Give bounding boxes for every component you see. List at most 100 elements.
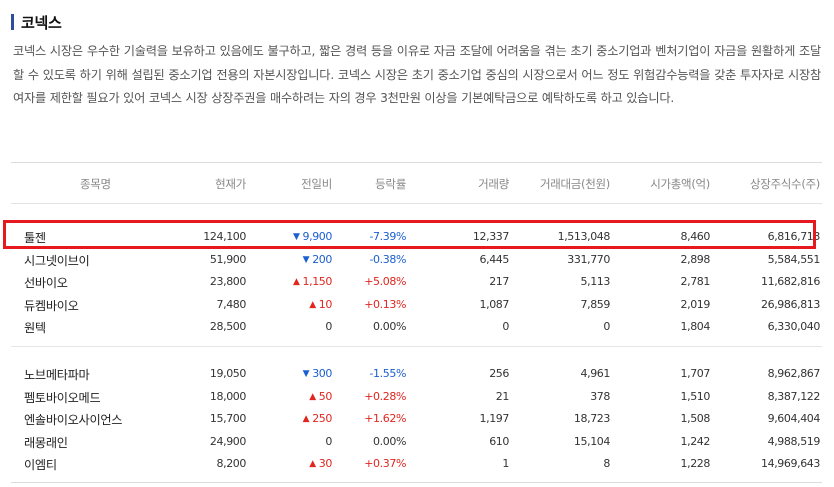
price-change: 0 — [325, 320, 332, 333]
price-change-value: 300 — [312, 367, 332, 380]
current-price: 23,800 — [209, 275, 246, 289]
listed-shares: 26,986,813 — [761, 297, 820, 311]
market-cap: 2,898 — [680, 252, 711, 266]
current-price: 24,900 — [209, 434, 246, 448]
trading-amount: 4,961 — [580, 367, 611, 380]
current-price: 28,500 — [209, 320, 246, 334]
current-price: 8,200 — [216, 457, 247, 471]
column-header-amount[interactable]: 거래대금(천원) — [539, 177, 610, 191]
trading-volume: 21 — [495, 389, 510, 403]
price-change-value: 0 — [325, 320, 332, 334]
table-header: 종목명 현재가 전일비 등락률 거래량 거래대금(천원) 시가총액(억) 상장주… — [11, 176, 822, 196]
table-header-divider — [11, 203, 822, 204]
trading-amount: 0 — [603, 320, 610, 334]
listed-shares: 9,604,404 — [767, 412, 821, 426]
trading-amount: 5,113 — [580, 275, 611, 289]
column-header-change[interactable]: 전일비 — [301, 177, 332, 191]
trading-volume: 6,445 — [479, 252, 510, 266]
table-row[interactable]: 시그넷이브이 51,900 ▼ 200 -0.38% 6,445 331,770 2,898 5… — [11, 249, 822, 271]
column-header-volume[interactable]: 거래량 — [478, 177, 509, 191]
stock-name-link[interactable]: 이엠티 — [24, 458, 57, 473]
price-change-value: 0 — [325, 434, 332, 448]
up-triangle-icon: ▲ — [302, 414, 310, 425]
change-rate: 0.00% — [373, 434, 406, 448]
listed-shares: 14,969,643 — [761, 457, 820, 471]
stock-name-link[interactable]: 시그넷이브이 — [24, 253, 90, 268]
change-rate: +0.28% — [364, 389, 406, 403]
price-change-value: 250 — [312, 412, 332, 426]
price-change-value: 10 — [318, 297, 333, 311]
listed-shares: 6,330,040 — [767, 320, 821, 334]
price-change: ▼ 9,900 — [293, 230, 332, 243]
price-change-value: 1,150 — [302, 275, 333, 289]
group-separator — [11, 346, 822, 347]
stock-name-link[interactable]: 툴젠 — [24, 231, 46, 245]
table-row[interactable]: 노브메타파마 19,050 ▼ 300 -1.55% 256 4,961 1,707 8,962… — [11, 363, 822, 385]
title-accent-bar — [11, 14, 14, 30]
trading-volume: 610 — [489, 434, 509, 448]
price-change-value: 30 — [318, 457, 333, 471]
table-row[interactable]: 툴젠 124,100 ▼ 9,900 -7.39% 12,337 1,513,048 8,46… — [11, 226, 822, 248]
column-header-rate[interactable]: 등락률 — [375, 177, 406, 191]
change-rate: +5.08% — [364, 275, 406, 289]
up-triangle-icon: ▲ — [309, 299, 316, 310]
down-triangle-icon: ▼ — [292, 232, 300, 242]
table-top-divider — [11, 162, 822, 163]
column-header-listed-shares[interactable]: 상장주식수(주) — [749, 177, 820, 191]
stock-name-link[interactable]: 원텍 — [24, 321, 46, 336]
current-price: 18,000 — [209, 389, 246, 403]
table-row[interactable]: 원텍 28,500 0 0.00% 0 0 1,804 6,330,040 — [11, 316, 822, 338]
trading-volume: 217 — [489, 275, 509, 289]
market-cap: 8,460 — [680, 230, 711, 243]
market-description: 코넥스 시장은 우수한 기술력을 보유하고 있음에도 불구하고, 짧은 경력 등… — [13, 44, 821, 105]
listed-shares: 4,988,519 — [767, 434, 821, 448]
trading-volume: 256 — [489, 367, 509, 380]
table-row[interactable]: 래몽래인 24,900 0 0.00% 610 15,104 1,242 4,988,519 — [11, 431, 822, 453]
price-change-value: 50 — [318, 389, 333, 403]
column-header-name[interactable]: 종목명 — [80, 177, 111, 191]
stock-name-link[interactable]: 엔솔바이오사이언스 — [24, 413, 123, 428]
market-cap: 1,707 — [680, 367, 711, 380]
listed-shares: 5,584,551 — [767, 252, 821, 266]
change-rate: -7.39% — [369, 230, 406, 243]
up-triangle-icon: ▲ — [309, 459, 316, 470]
trading-volume: 1,197 — [479, 412, 510, 426]
table-row[interactable]: 엔솔바이오사이언스 15,700 ▲ 250 +1.62% 1,197 18,723 1,50… — [11, 408, 822, 430]
price-change: ▲ 1,150 — [293, 275, 332, 288]
trading-volume: 12,337 — [472, 230, 509, 243]
trading-amount: 331,770 — [567, 252, 610, 266]
trading-volume: 1,087 — [479, 297, 510, 311]
column-header-market-cap[interactable]: 시가총액(억) — [650, 177, 710, 191]
section-header: 코넥스 — [11, 12, 62, 32]
price-change: ▼ 300 — [303, 367, 333, 380]
up-triangle-icon: ▲ — [309, 391, 316, 402]
column-header-price[interactable]: 현재가 — [215, 177, 246, 191]
trading-amount: 7,859 — [580, 297, 611, 311]
current-price: 19,050 — [209, 367, 246, 380]
price-change-value: 9,900 — [302, 230, 333, 243]
trading-amount: 378 — [590, 389, 610, 403]
up-triangle-icon: ▲ — [292, 277, 300, 288]
price-change: ▼ 200 — [303, 252, 333, 266]
change-rate: +0.13% — [364, 297, 406, 311]
stock-name-link[interactable]: 듀켐바이오 — [24, 298, 79, 313]
change-rate: +1.62% — [364, 412, 406, 426]
current-price: 124,100 — [203, 230, 246, 243]
table-row[interactable]: 펨토바이오메드 18,000 ▲ 50 +0.28% 21 378 1,510 8,387,12… — [11, 386, 822, 408]
current-price: 7,480 — [216, 297, 247, 311]
stock-name-link[interactable]: 래몽래인 — [24, 435, 68, 450]
change-rate: -1.55% — [369, 367, 406, 380]
table-row[interactable]: 듀켐바이오 7,480 ▲ 10 +0.13% 1,087 7,859 2,019 26,986… — [11, 294, 822, 316]
price-change: ▲ 50 — [309, 390, 332, 403]
listed-shares: 11,682,816 — [761, 275, 820, 289]
stock-name-link[interactable]: 노브메타파마 — [24, 368, 90, 382]
price-change: 0 — [325, 435, 332, 448]
price-change: ▲ 250 — [302, 412, 333, 426]
listed-shares: 8,962,867 — [767, 367, 821, 380]
stock-name-link[interactable]: 선바이오 — [24, 276, 68, 291]
trading-amount: 8 — [603, 457, 610, 471]
table-row[interactable]: 이엠티 8,200 ▲ 30 +0.37% 1 8 1,228 14,969,643 — [11, 453, 822, 475]
table-row[interactable]: 선바이오 23,800 ▲ 1,150 +5.08% 217 5,113 2,781 11,68… — [11, 271, 822, 293]
price-change-value: 200 — [312, 252, 332, 266]
stock-name-link[interactable]: 펨토바이오메드 — [24, 390, 101, 405]
